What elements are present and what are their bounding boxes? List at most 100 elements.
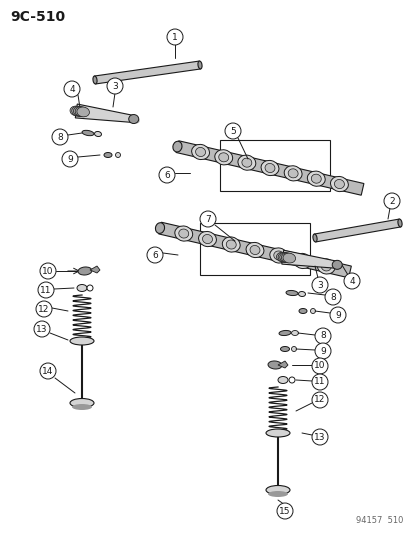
Text: 14: 14 bbox=[42, 367, 54, 376]
Polygon shape bbox=[277, 361, 287, 368]
Ellipse shape bbox=[72, 404, 92, 410]
Text: 7: 7 bbox=[204, 214, 210, 223]
Circle shape bbox=[276, 503, 292, 519]
Text: 8: 8 bbox=[329, 293, 335, 302]
Ellipse shape bbox=[297, 256, 307, 265]
Circle shape bbox=[311, 358, 327, 374]
Polygon shape bbox=[90, 266, 100, 273]
Circle shape bbox=[314, 328, 330, 344]
Ellipse shape bbox=[70, 399, 94, 408]
Polygon shape bbox=[158, 222, 351, 278]
Ellipse shape bbox=[298, 309, 306, 313]
Text: 4: 4 bbox=[69, 85, 75, 93]
Ellipse shape bbox=[197, 61, 202, 69]
Ellipse shape bbox=[198, 231, 216, 247]
Ellipse shape bbox=[115, 152, 120, 157]
Ellipse shape bbox=[284, 166, 301, 181]
Ellipse shape bbox=[77, 285, 87, 292]
Circle shape bbox=[324, 289, 340, 305]
Polygon shape bbox=[94, 61, 200, 84]
Ellipse shape bbox=[311, 174, 320, 183]
Ellipse shape bbox=[334, 180, 344, 189]
Ellipse shape bbox=[71, 106, 84, 116]
Text: 8: 8 bbox=[57, 133, 63, 141]
Text: 2: 2 bbox=[388, 197, 394, 206]
Ellipse shape bbox=[306, 171, 325, 186]
Ellipse shape bbox=[312, 234, 316, 242]
Ellipse shape bbox=[266, 486, 289, 495]
Ellipse shape bbox=[104, 152, 112, 157]
Ellipse shape bbox=[128, 115, 138, 124]
Text: 11: 11 bbox=[313, 377, 325, 386]
Ellipse shape bbox=[75, 107, 88, 117]
Text: 13: 13 bbox=[36, 325, 47, 334]
Ellipse shape bbox=[70, 337, 94, 345]
Circle shape bbox=[199, 211, 216, 227]
Ellipse shape bbox=[278, 330, 290, 336]
Polygon shape bbox=[176, 141, 363, 195]
Text: 11: 11 bbox=[40, 286, 52, 295]
Text: 9: 9 bbox=[319, 346, 325, 356]
Text: 94157  510: 94157 510 bbox=[356, 516, 403, 525]
Text: 12: 12 bbox=[38, 304, 50, 313]
Ellipse shape bbox=[266, 429, 289, 437]
Ellipse shape bbox=[331, 260, 342, 269]
Ellipse shape bbox=[78, 267, 92, 275]
Ellipse shape bbox=[269, 248, 287, 263]
Circle shape bbox=[38, 282, 54, 298]
Circle shape bbox=[311, 392, 327, 408]
Circle shape bbox=[147, 247, 163, 263]
Text: 12: 12 bbox=[313, 395, 325, 405]
Ellipse shape bbox=[173, 141, 182, 152]
Ellipse shape bbox=[316, 259, 335, 274]
Ellipse shape bbox=[298, 292, 305, 296]
Circle shape bbox=[314, 343, 330, 359]
Ellipse shape bbox=[288, 377, 294, 383]
Circle shape bbox=[159, 167, 175, 183]
Circle shape bbox=[62, 151, 78, 167]
Text: 6: 6 bbox=[164, 171, 169, 180]
Ellipse shape bbox=[178, 229, 188, 238]
Ellipse shape bbox=[330, 176, 347, 191]
Ellipse shape bbox=[280, 346, 289, 351]
Ellipse shape bbox=[174, 226, 192, 241]
Polygon shape bbox=[313, 219, 400, 242]
Ellipse shape bbox=[267, 491, 287, 497]
Ellipse shape bbox=[245, 243, 263, 257]
Circle shape bbox=[107, 78, 123, 94]
Ellipse shape bbox=[320, 262, 330, 271]
Ellipse shape bbox=[281, 253, 293, 263]
Ellipse shape bbox=[278, 253, 290, 262]
Text: 9: 9 bbox=[334, 311, 340, 319]
Ellipse shape bbox=[226, 240, 236, 249]
Text: 9C-510: 9C-510 bbox=[10, 10, 65, 24]
Circle shape bbox=[36, 301, 52, 317]
Circle shape bbox=[311, 277, 327, 293]
Circle shape bbox=[64, 81, 80, 97]
Ellipse shape bbox=[93, 76, 97, 84]
Ellipse shape bbox=[310, 309, 315, 313]
Ellipse shape bbox=[249, 246, 259, 255]
Ellipse shape bbox=[267, 361, 281, 369]
Ellipse shape bbox=[70, 106, 82, 116]
Circle shape bbox=[34, 321, 50, 337]
Polygon shape bbox=[75, 104, 134, 123]
Text: 5: 5 bbox=[230, 126, 235, 135]
Polygon shape bbox=[281, 250, 337, 268]
Circle shape bbox=[311, 429, 327, 445]
Ellipse shape bbox=[291, 346, 296, 351]
Ellipse shape bbox=[237, 155, 255, 170]
Text: 1: 1 bbox=[172, 33, 178, 42]
Circle shape bbox=[52, 129, 68, 145]
Ellipse shape bbox=[397, 219, 401, 227]
Circle shape bbox=[224, 123, 240, 139]
Ellipse shape bbox=[77, 107, 89, 117]
Text: 3: 3 bbox=[316, 280, 322, 289]
Ellipse shape bbox=[214, 150, 232, 165]
Ellipse shape bbox=[155, 223, 164, 233]
Ellipse shape bbox=[293, 253, 311, 269]
Text: 13: 13 bbox=[313, 432, 325, 441]
Text: 15: 15 bbox=[279, 506, 290, 515]
Ellipse shape bbox=[261, 160, 278, 175]
Circle shape bbox=[40, 263, 56, 279]
